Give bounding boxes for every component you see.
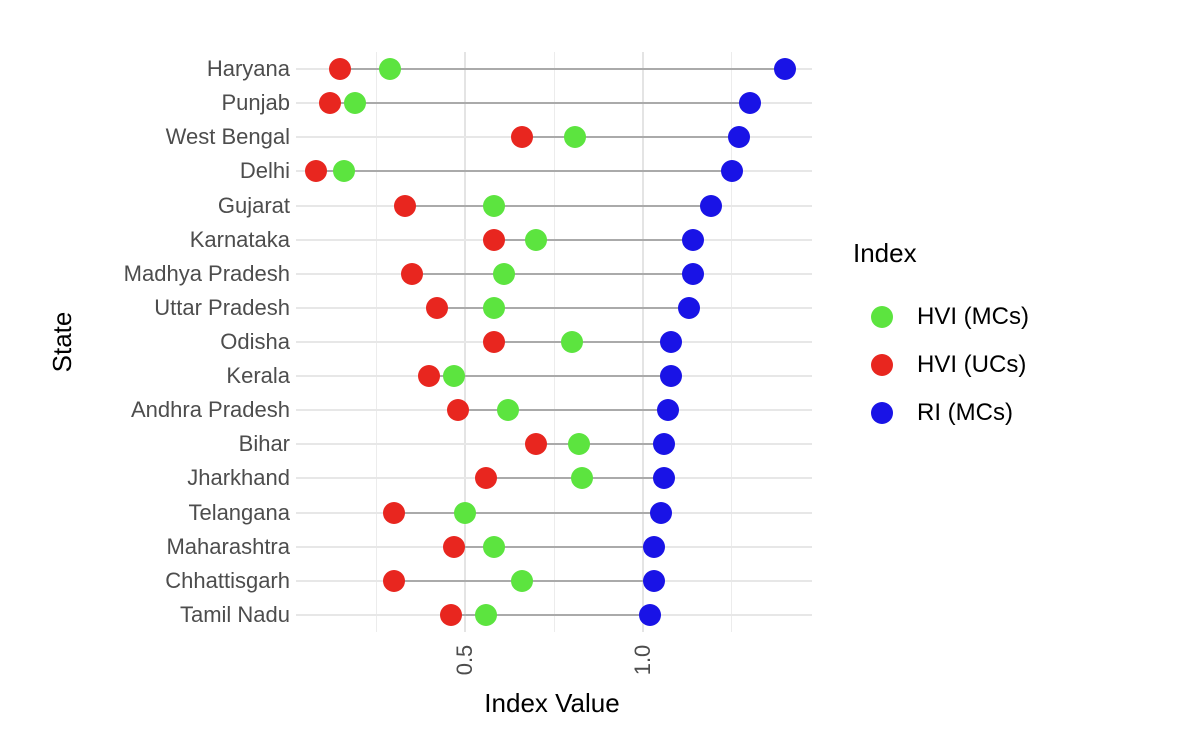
connector-segment xyxy=(450,613,651,616)
data-point xyxy=(510,126,533,149)
connector-segment xyxy=(393,511,661,514)
legend-title: Index xyxy=(853,238,917,268)
x-axis-title: Index Value xyxy=(484,688,620,718)
data-point xyxy=(642,569,665,592)
legend-item-label: HVI (MCs) xyxy=(917,303,1029,330)
data-point xyxy=(329,58,352,81)
connector-segment xyxy=(429,375,672,378)
data-point xyxy=(510,569,533,592)
x-tick-label: 0.5 xyxy=(452,644,478,676)
y-tick-label: Maharashtra xyxy=(166,533,290,559)
data-point xyxy=(660,331,683,353)
data-point xyxy=(382,501,405,524)
connector-segment xyxy=(436,306,690,309)
legend-item-label: RI (MCs) xyxy=(917,399,1013,426)
data-point xyxy=(482,535,505,558)
legend-item: HVI (UCs) xyxy=(845,350,1026,380)
connector-segment xyxy=(536,443,665,446)
data-point xyxy=(564,126,587,149)
connector-segment xyxy=(411,272,693,275)
data-point xyxy=(649,501,672,524)
y-tick-label: Madhya Pradesh xyxy=(123,260,290,286)
data-point xyxy=(439,603,462,626)
data-point xyxy=(728,126,751,149)
data-point xyxy=(738,92,761,115)
data-point xyxy=(475,603,498,626)
data-point xyxy=(525,228,548,251)
y-tick-label: Kerala xyxy=(226,363,290,389)
data-point xyxy=(454,501,477,524)
legend-item: RI (MCs) xyxy=(845,398,1013,428)
data-point xyxy=(639,603,662,626)
connector-segment xyxy=(457,409,668,412)
y-tick-label: Telangana xyxy=(188,499,290,525)
connector-segment xyxy=(493,238,693,241)
y-tick-label: West Bengal xyxy=(165,124,290,150)
connector-segment xyxy=(404,204,711,207)
y-tick-label: Delhi xyxy=(239,158,290,184)
data-point xyxy=(482,228,505,251)
y-tick-label: Odisha xyxy=(220,329,290,354)
y-tick-label: Bihar xyxy=(238,431,290,457)
y-tick-label: Uttar Pradesh xyxy=(154,294,290,320)
data-point xyxy=(425,296,448,319)
y-tick-label: Haryana xyxy=(206,56,290,82)
data-point xyxy=(678,296,701,319)
data-point xyxy=(681,228,704,251)
data-point xyxy=(382,569,405,592)
data-point xyxy=(656,399,679,422)
connector-segment xyxy=(315,170,732,173)
data-point xyxy=(525,433,548,456)
legend-key-dot-icon xyxy=(871,402,893,424)
data-point xyxy=(653,467,676,490)
y-tick-label: Andhra Pradesh xyxy=(131,397,290,423)
data-point xyxy=(443,535,466,558)
data-point xyxy=(343,92,366,115)
legend-item-label: HVI (UCs) xyxy=(917,351,1027,378)
data-point xyxy=(720,160,743,183)
data-point xyxy=(699,194,722,217)
data-point xyxy=(482,296,505,319)
y-tick-label: Jharkhand xyxy=(187,465,290,491)
y-tick-label: Punjab xyxy=(221,90,290,116)
y-axis-title: State xyxy=(47,311,77,373)
data-point xyxy=(482,331,505,353)
data-point xyxy=(660,365,683,388)
data-point xyxy=(681,262,704,285)
data-point xyxy=(496,399,519,422)
y-tick-label: Karnataka xyxy=(189,226,290,252)
connector-segment xyxy=(329,102,750,105)
data-point xyxy=(571,467,594,490)
data-point xyxy=(333,160,356,183)
data-point xyxy=(475,467,498,490)
x-tick-label: 1.0 xyxy=(629,644,655,676)
data-point xyxy=(653,433,676,456)
data-point xyxy=(493,262,516,285)
connector-segment xyxy=(340,68,786,71)
y-tick-label: Gujarat xyxy=(217,192,290,218)
data-point xyxy=(400,262,423,285)
connector-segment xyxy=(454,545,654,548)
legend-key-dot-icon xyxy=(871,306,893,328)
legend-key-dot-icon xyxy=(871,354,893,376)
data-point xyxy=(642,535,665,558)
legend: Index HVI (MCs) HVI (UCs) RI (MCs) xyxy=(845,238,1175,426)
data-point xyxy=(482,194,505,217)
connector-segment xyxy=(521,136,740,139)
data-point xyxy=(318,92,341,115)
data-point xyxy=(443,365,466,388)
data-point xyxy=(304,160,327,183)
data-point xyxy=(567,433,590,456)
data-point xyxy=(560,331,583,353)
legend-item: HVI (MCs) xyxy=(845,302,1029,332)
data-point xyxy=(774,58,797,81)
y-tick-label: Chhattisgarh xyxy=(165,567,290,593)
data-point xyxy=(393,194,416,217)
data-point xyxy=(446,399,469,422)
y-tick-label: Tamil Nadu xyxy=(179,601,290,627)
data-point xyxy=(418,365,441,388)
data-point xyxy=(379,58,402,81)
